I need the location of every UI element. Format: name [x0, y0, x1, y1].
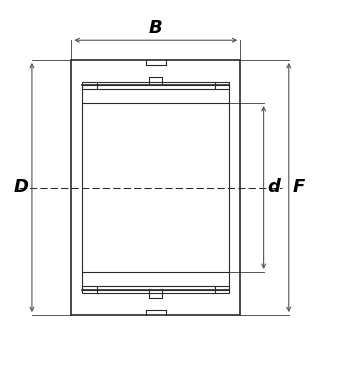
Text: F: F — [293, 178, 305, 196]
Bar — [215, 82, 230, 89]
Bar — [82, 286, 97, 293]
Bar — [215, 286, 230, 293]
Bar — [82, 82, 97, 89]
Text: B: B — [149, 19, 163, 37]
Text: D: D — [14, 178, 29, 196]
Text: d: d — [267, 178, 280, 196]
